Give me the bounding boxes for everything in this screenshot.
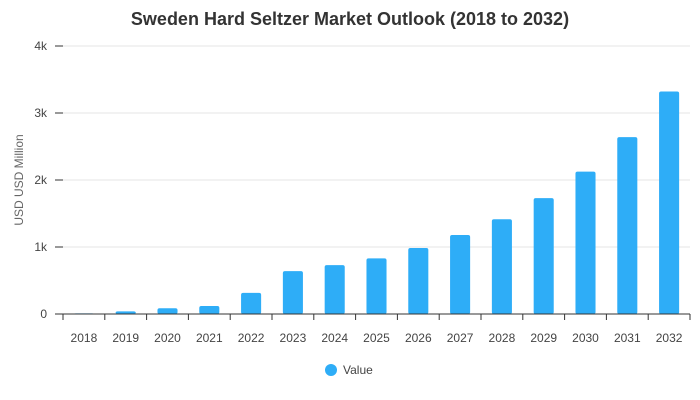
x-tick-label-2032: 2032 <box>656 331 683 345</box>
bar-2032[interactable] <box>659 91 680 314</box>
bar-2029[interactable] <box>533 198 554 314</box>
bar-2031[interactable] <box>617 137 638 314</box>
bar-2030[interactable] <box>575 171 596 314</box>
y-tick-label-0: 0 <box>40 307 47 321</box>
x-tick-label-2021: 2021 <box>196 331 223 345</box>
y-tick-label-3: 3k <box>34 106 48 120</box>
bar-2020[interactable] <box>157 308 178 314</box>
bar-2019[interactable] <box>115 311 136 314</box>
bar-2023[interactable] <box>282 271 303 314</box>
x-tick-label-2019: 2019 <box>112 331 139 345</box>
x-tick-label-2024: 2024 <box>321 331 348 345</box>
legend-marker <box>325 364 337 376</box>
bars <box>73 91 680 314</box>
x-tick-label-2026: 2026 <box>405 331 432 345</box>
chart-title: Sweden Hard Seltzer Market Outlook (2018… <box>131 9 569 29</box>
x-tick-label-2023: 2023 <box>280 331 307 345</box>
grid-lines <box>63 45 690 248</box>
y-tick-label-2: 2k <box>34 173 48 187</box>
x-axis-ticks: 2018 2019 2020 2021 2022 2023 2024 2025 2026 2027… <box>62 314 691 345</box>
legend-label: Value <box>343 363 373 377</box>
bar-2024[interactable] <box>324 265 345 314</box>
x-tick-label-2025: 2025 <box>363 331 390 345</box>
y-tick-label-1: 1k <box>34 240 48 254</box>
bar-2021[interactable] <box>199 305 220 314</box>
bar-2025[interactable] <box>366 258 387 314</box>
x-tick-label-2030: 2030 <box>572 331 599 345</box>
x-tick-label-2020: 2020 <box>154 331 181 345</box>
x-tick-label-2028: 2028 <box>489 331 516 345</box>
bar-2022[interactable] <box>241 292 262 314</box>
bar-2028[interactable] <box>491 219 512 314</box>
y-tick-label-4: 4k <box>34 39 48 53</box>
bar-2027[interactable] <box>450 234 471 314</box>
x-tick-label-2029: 2029 <box>530 331 557 345</box>
y-axis-ticks: 0 1k 2k 3k 4k <box>34 39 63 321</box>
x-tick-label-2022: 2022 <box>238 331 265 345</box>
y-axis-label: USD USD Million <box>12 134 26 225</box>
legend[interactable]: Value <box>325 363 373 377</box>
x-tick-label-2031: 2031 <box>614 331 641 345</box>
bar-2026[interactable] <box>408 248 429 314</box>
x-tick-label-2018: 2018 <box>71 331 98 345</box>
x-tick-label-2027: 2027 <box>447 331 474 345</box>
